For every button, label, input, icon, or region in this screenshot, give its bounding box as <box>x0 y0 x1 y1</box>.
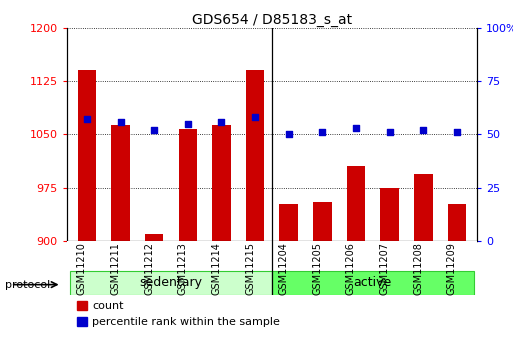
Title: GDS654 / D85183_s_at: GDS654 / D85183_s_at <box>192 12 352 27</box>
Text: GSM11212: GSM11212 <box>144 242 154 295</box>
Bar <box>77 70 96 241</box>
Bar <box>179 129 197 241</box>
Bar <box>313 202 331 241</box>
Bar <box>380 188 399 241</box>
Bar <box>280 204 298 241</box>
Bar <box>145 234 164 241</box>
Bar <box>246 70 264 241</box>
Point <box>83 117 91 122</box>
Point <box>318 129 326 135</box>
Text: GSM11214: GSM11214 <box>211 242 222 295</box>
Text: GSM11207: GSM11207 <box>380 242 390 295</box>
Bar <box>448 204 466 241</box>
Bar <box>212 125 231 241</box>
Text: GSM11213: GSM11213 <box>178 242 188 295</box>
Point <box>419 127 427 133</box>
Bar <box>272 270 473 295</box>
Text: active: active <box>353 276 392 289</box>
Point <box>352 125 360 131</box>
Text: GSM11210: GSM11210 <box>77 242 87 295</box>
Point <box>453 129 461 135</box>
Text: protocol: protocol <box>5 280 50 289</box>
Text: GSM11206: GSM11206 <box>346 242 356 295</box>
Point <box>285 132 293 137</box>
Bar <box>414 174 432 241</box>
Bar <box>70 270 272 295</box>
Text: GSM11211: GSM11211 <box>110 242 121 295</box>
Text: GSM11205: GSM11205 <box>312 242 322 295</box>
Text: GSM11204: GSM11204 <box>279 242 289 295</box>
Point <box>150 127 158 133</box>
Legend: count, percentile rank within the sample: count, percentile rank within the sample <box>72 296 285 332</box>
Point <box>116 119 125 124</box>
Point <box>184 121 192 127</box>
Text: GSM11215: GSM11215 <box>245 242 255 295</box>
Point <box>251 115 259 120</box>
Point <box>386 129 394 135</box>
Bar <box>111 125 130 241</box>
Point <box>218 119 226 124</box>
Text: GSM11208: GSM11208 <box>413 242 423 295</box>
Bar <box>347 166 365 241</box>
Text: sedentary: sedentary <box>140 276 203 289</box>
Text: GSM11209: GSM11209 <box>447 242 457 295</box>
